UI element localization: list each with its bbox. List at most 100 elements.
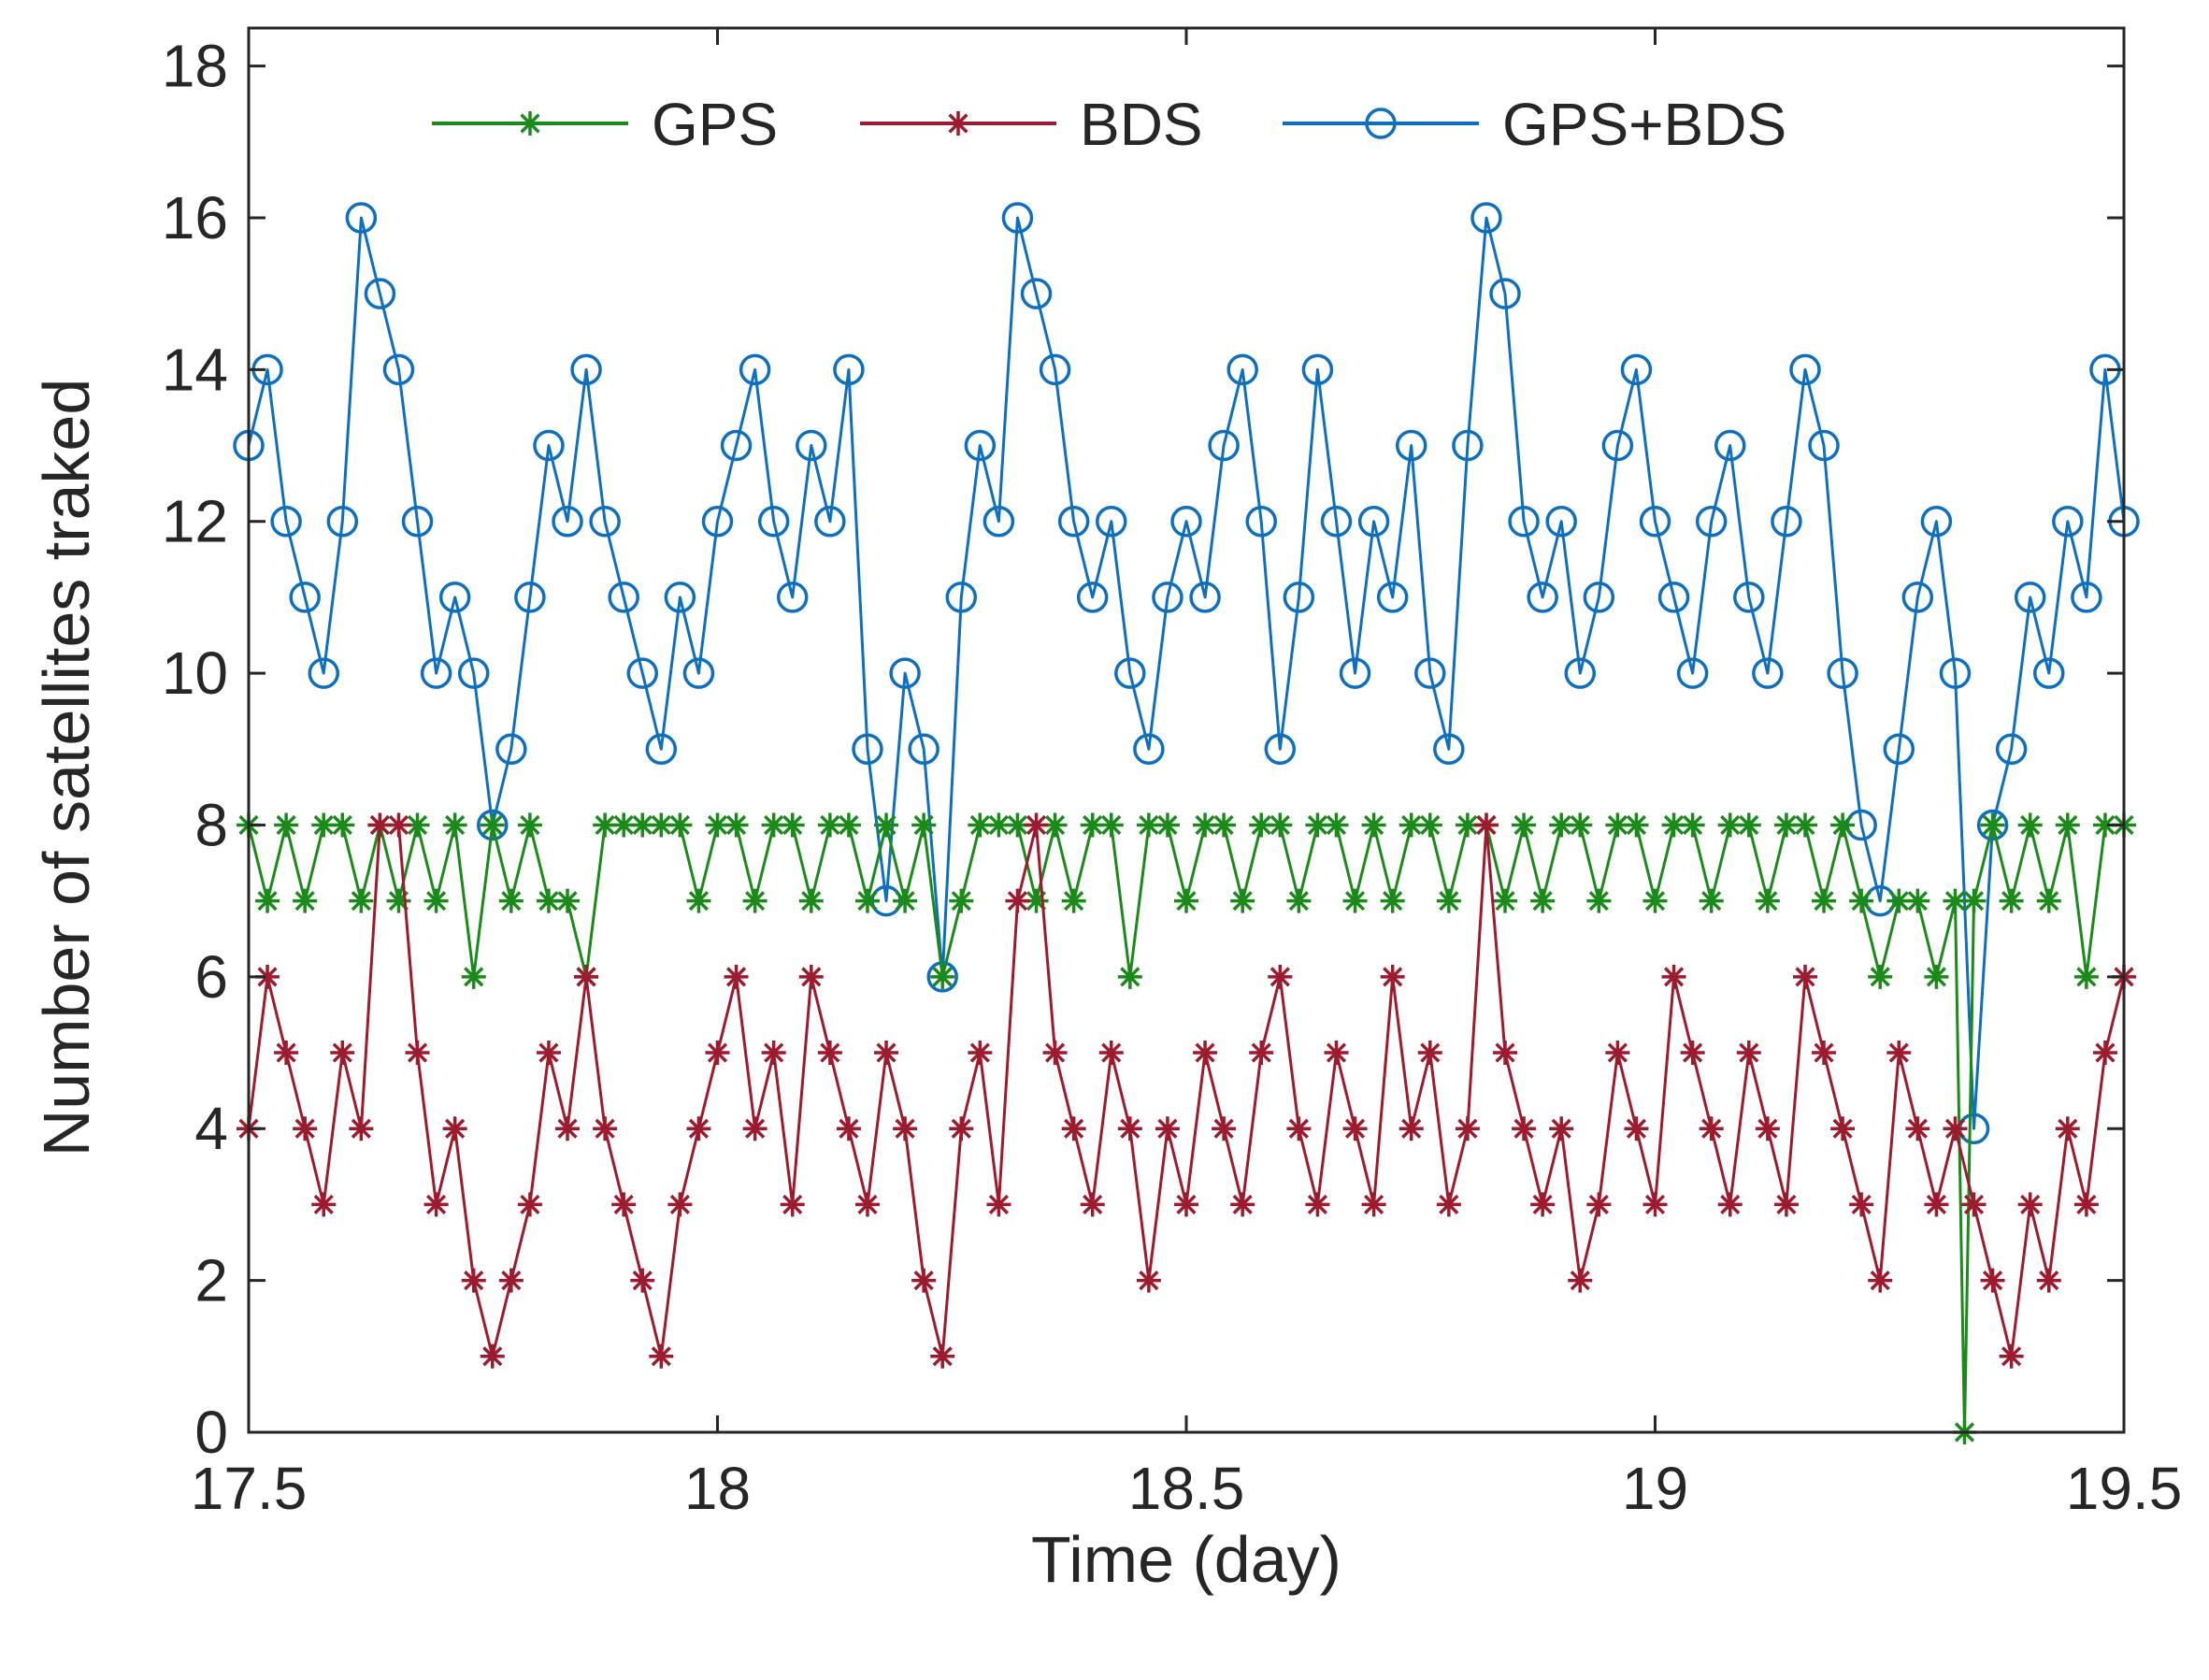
y-axis: 0 2 4 6 8 10 12 14 16 18 bbox=[162, 33, 2124, 1466]
data-point-gps bbox=[761, 812, 786, 838]
data-point-bds bbox=[555, 1116, 581, 1142]
data-point-gps-bds bbox=[1901, 582, 1934, 613]
data-point-gps bbox=[1399, 812, 1424, 838]
data-point-bds bbox=[1624, 1116, 1649, 1142]
data-point-gps bbox=[255, 888, 280, 913]
y-tick-label: 12 bbox=[162, 488, 228, 555]
data-point-gps-bds bbox=[589, 505, 621, 538]
data-point-bds bbox=[1755, 1116, 1780, 1142]
data-point-gps bbox=[1792, 812, 1817, 838]
data-point-gps bbox=[2073, 964, 2099, 989]
data-point-gps bbox=[1961, 888, 1987, 913]
data-point-gps-bds bbox=[1508, 505, 1540, 538]
data-point-gps bbox=[1661, 812, 1686, 838]
data-point-bds bbox=[517, 1192, 542, 1217]
data-point-gps bbox=[1024, 888, 1049, 913]
data-point-bds bbox=[349, 1116, 374, 1142]
data-point-bds bbox=[1174, 1192, 1198, 1217]
data-point-bds bbox=[1773, 1192, 1799, 1217]
data-point-gps-bds bbox=[776, 582, 809, 613]
x-axis: 17.5 18 18.5 19 19.5 bbox=[191, 28, 2182, 1522]
data-point-bds bbox=[311, 1192, 337, 1217]
data-point-gps-bds bbox=[1527, 582, 1558, 613]
data-point-bds bbox=[461, 1268, 486, 1293]
y-tick-label: 16 bbox=[162, 184, 228, 251]
legend-item-gps-bds: GPS+BDS bbox=[1283, 91, 1786, 158]
data-point-gps-bds bbox=[983, 505, 1015, 538]
data-point-gps-bds bbox=[1620, 353, 1653, 386]
data-point-gps bbox=[1980, 812, 2005, 838]
data-point-bds bbox=[274, 1041, 299, 1066]
data-point-bds bbox=[1455, 1116, 1480, 1142]
data-point-gps bbox=[911, 812, 937, 838]
data-point-gps-bds bbox=[1301, 353, 1334, 386]
y-tick-label: 4 bbox=[194, 1095, 228, 1162]
data-point-bds bbox=[593, 1116, 618, 1142]
data-point-gps bbox=[1680, 812, 1705, 838]
data-point-gps bbox=[2092, 812, 2117, 838]
data-point-gps bbox=[593, 812, 618, 838]
data-point-bds bbox=[1849, 1192, 1874, 1217]
data-point-gps bbox=[1568, 812, 1593, 838]
data-point-bds bbox=[854, 1192, 880, 1217]
data-point-bds bbox=[1268, 964, 1293, 989]
data-point-bds bbox=[1830, 1116, 1856, 1142]
data-point-gps-bds bbox=[720, 429, 753, 462]
data-point-gps-bds bbox=[1995, 733, 2028, 766]
data-point-gps-bds bbox=[945, 582, 978, 613]
data-point-gps bbox=[311, 812, 337, 838]
data-point-gps bbox=[442, 812, 467, 838]
data-point-gps bbox=[1417, 812, 1442, 838]
data-point-gps-bds bbox=[1883, 733, 1915, 766]
data-point-gps bbox=[1361, 812, 1386, 838]
data-point-gps bbox=[1736, 812, 1761, 838]
data-point-gps bbox=[1886, 888, 1912, 913]
data-point-gps-bds bbox=[1433, 733, 1465, 766]
data-point-gps bbox=[1699, 888, 1724, 913]
data-point-bds bbox=[1680, 1041, 1705, 1066]
data-point-gps bbox=[1098, 812, 1124, 838]
data-point-bds bbox=[1812, 1041, 1837, 1066]
data-point-gps-bds bbox=[626, 657, 659, 689]
data-point-gps-bds bbox=[739, 353, 771, 386]
data-point-gps-bds bbox=[908, 733, 940, 766]
data-point-gps bbox=[854, 888, 880, 913]
data-point-gps-bds bbox=[1657, 582, 1690, 613]
data-point-bds bbox=[949, 1116, 974, 1142]
data-point-gps bbox=[724, 812, 749, 838]
data-point-gps-bds bbox=[1771, 505, 1802, 538]
data-point-bds bbox=[1342, 1116, 1368, 1142]
data-point-gps-bds bbox=[1976, 809, 2009, 841]
y-tick-label: 18 bbox=[162, 33, 228, 100]
data-point-bds bbox=[724, 964, 749, 989]
data-point-bds bbox=[2092, 1041, 2117, 1066]
data-point-gps-bds bbox=[1264, 733, 1297, 766]
data-point-bds bbox=[686, 1116, 711, 1142]
data-point-bds bbox=[330, 1041, 355, 1066]
data-point-gps-bds bbox=[1583, 582, 1615, 613]
data-point-bds bbox=[1568, 1268, 1593, 1293]
data-point-bds bbox=[1699, 1116, 1724, 1142]
data-point-gps bbox=[667, 812, 693, 838]
data-point-gps bbox=[949, 888, 974, 913]
y-tick-label: 10 bbox=[162, 639, 228, 707]
data-point-gps bbox=[1005, 812, 1030, 838]
data-point-gps-bds bbox=[1395, 429, 1427, 462]
data-point-bds bbox=[367, 812, 393, 838]
data-point-gps bbox=[649, 812, 674, 838]
data-point-gps-bds bbox=[796, 429, 827, 462]
data-point-gps-bds bbox=[2033, 657, 2065, 689]
data-point-gps-bds bbox=[533, 429, 565, 462]
data-point-gps-bds bbox=[889, 657, 921, 689]
data-point-bds bbox=[1792, 964, 1817, 989]
series-line-gps-bds bbox=[247, 216, 2126, 1130]
data-point-gps-bds bbox=[2071, 582, 2102, 613]
y-tick-label: 6 bbox=[194, 943, 228, 1011]
data-point-bds bbox=[817, 1041, 842, 1066]
data-point-gps bbox=[1230, 888, 1255, 913]
data-point-bds bbox=[1042, 1041, 1068, 1066]
data-point-bds bbox=[293, 1116, 318, 1142]
data-point-gps-bds bbox=[495, 733, 527, 766]
data-point-gps bbox=[1436, 888, 1461, 913]
data-point-gps bbox=[1324, 812, 1349, 838]
